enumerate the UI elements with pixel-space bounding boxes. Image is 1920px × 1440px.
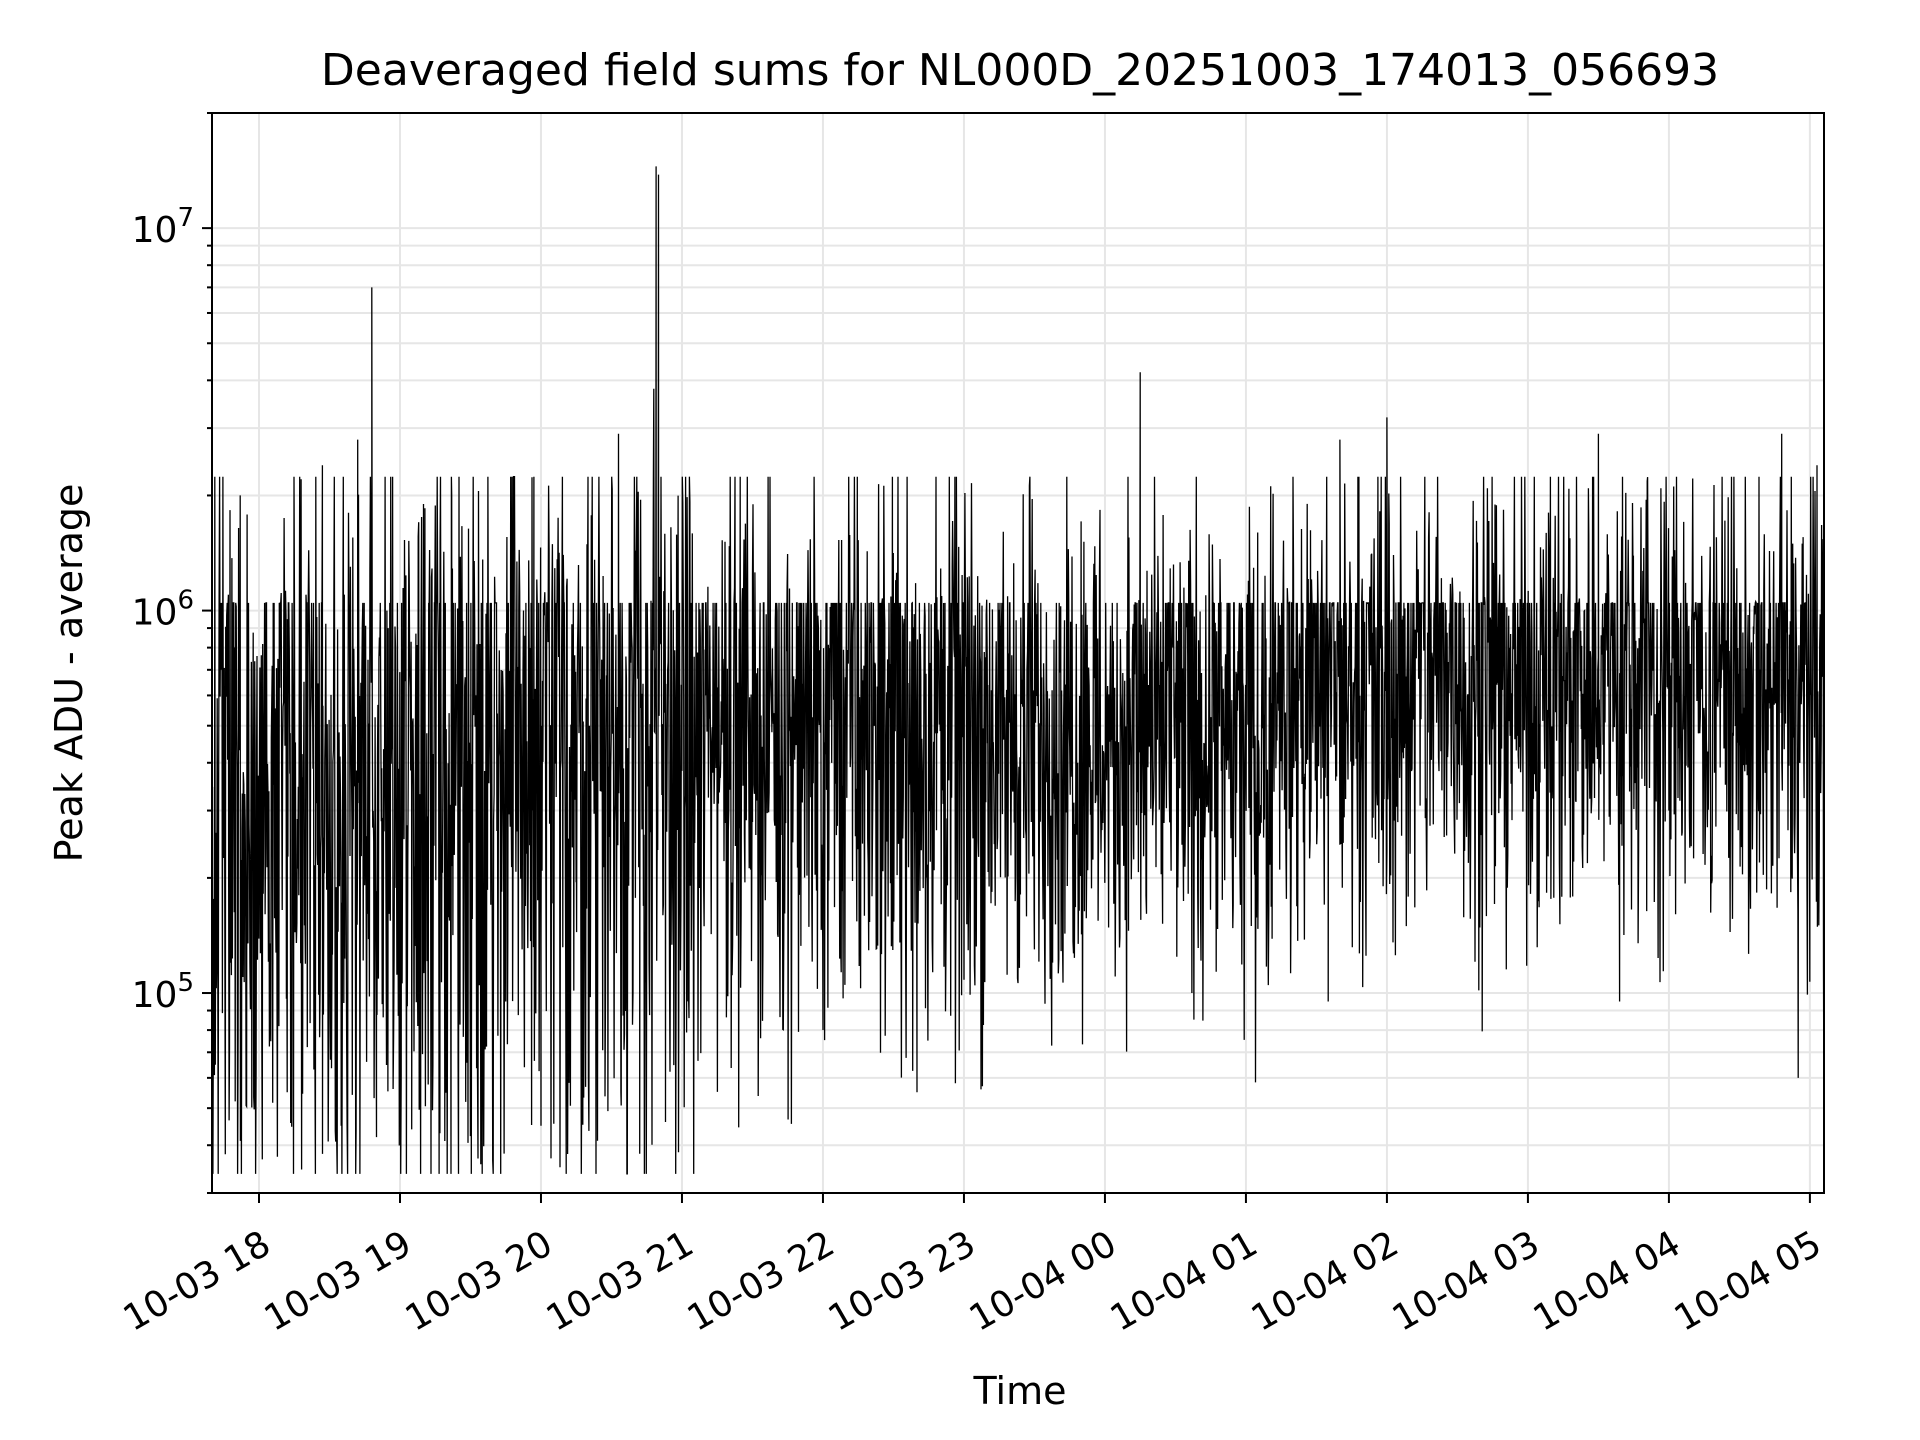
chart-title: Deaveraged field sums for NL000D_2025100…	[321, 45, 1719, 96]
x-tick-label: 10-03 19	[258, 1223, 419, 1339]
y-axis-ticks: 105 106 107	[132, 112, 212, 1194]
x-tick-label: 10-04 02	[1245, 1223, 1406, 1339]
x-axis-label: Time	[973, 1369, 1067, 1413]
x-tick-label: 10-03 22	[681, 1223, 842, 1339]
y-axis-label: Peak ADU - average	[47, 484, 91, 863]
x-tick-label: 10-04 05	[1668, 1223, 1829, 1339]
x-tick-label: 10-03 20	[399, 1223, 560, 1339]
x-tick-label: 10-03 23	[822, 1223, 983, 1339]
x-tick-label: 10-03 18	[117, 1223, 278, 1339]
y-tick-label: 107	[132, 203, 194, 251]
x-tick-label: 10-03 21	[540, 1223, 701, 1339]
series-lines	[211, 166, 1825, 1175]
x-tick-label: 10-04 01	[1104, 1223, 1265, 1339]
x-tick-label: 10-04 04	[1527, 1223, 1688, 1339]
series-line	[211, 166, 1825, 1175]
x-tick-label: 10-04 03	[1386, 1223, 1547, 1339]
y-tick-label: 106	[132, 586, 194, 634]
x-tick-label: 10-04 00	[963, 1223, 1124, 1339]
plot-frame	[211, 112, 1825, 1194]
y-tick-label: 105	[132, 968, 194, 1016]
